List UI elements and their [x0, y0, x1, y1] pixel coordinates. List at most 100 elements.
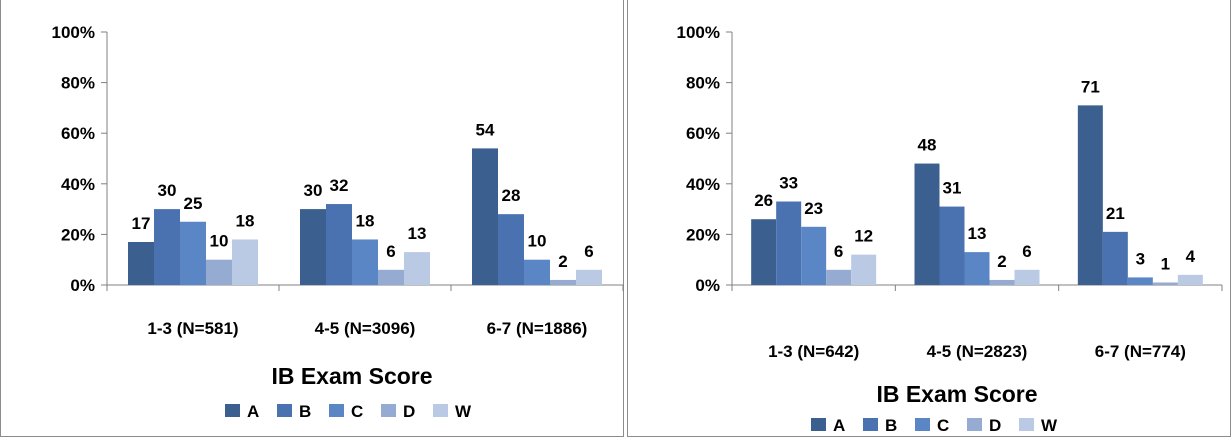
legend-swatch-d [967, 418, 982, 431]
data-label: 28 [502, 186, 521, 205]
bar-c [964, 252, 990, 285]
data-label: 12 [854, 227, 873, 246]
bar-d [989, 279, 1015, 285]
legend-swatch-d [381, 404, 396, 417]
data-label: 54 [476, 120, 495, 139]
bar-a [472, 148, 498, 285]
bar-b [776, 201, 802, 285]
bar-c [801, 226, 827, 285]
legend-label-d: D [403, 402, 415, 421]
x-category-label: 6-7 (N=774) [1095, 342, 1186, 361]
bar-w [576, 269, 602, 285]
data-label: 1 [1161, 254, 1170, 273]
x-axis-title: IB Exam Score [271, 363, 432, 389]
bar-b [154, 209, 180, 285]
data-label: 2 [997, 252, 1006, 271]
data-label: 71 [1081, 77, 1100, 96]
data-label: 31 [943, 179, 962, 198]
bar-chart-left: 0% 20% 40% 60% 80% 100% 17 30 25 10 18 1-3 (N=581) 3… [52, 23, 624, 421]
legend-label-c: C [351, 402, 363, 421]
data-label: 48 [918, 136, 937, 155]
y-tick-label: 100% [52, 23, 95, 42]
y-tick-label: 60% [686, 124, 720, 143]
data-label: 6 [834, 242, 843, 261]
bar-w [232, 239, 258, 285]
data-label: 4 [1186, 247, 1196, 266]
y-tick-label: 100% [677, 23, 720, 42]
data-label: 6 [1022, 242, 1031, 261]
legend-label-d: D [989, 416, 1001, 435]
bar-b [939, 206, 965, 285]
bar-a [914, 163, 940, 285]
bar-d [378, 269, 404, 285]
x-category-label: 4-5 (N=3096) [315, 319, 416, 338]
legend-label-a: A [833, 416, 845, 435]
legend-swatch-w [1019, 418, 1034, 431]
x-category-label: 6-7 (N=1886) [487, 319, 588, 338]
data-label: 17 [132, 214, 151, 233]
y-tick-label: 20% [61, 225, 95, 244]
x-category-label: 4-5 (N=2823) [927, 342, 1028, 361]
bar-w [1177, 274, 1203, 285]
data-label: 3 [1136, 249, 1145, 268]
bar-d [1152, 282, 1178, 285]
data-label: 23 [804, 199, 823, 218]
data-label: 6 [386, 242, 395, 261]
bar-c [180, 221, 206, 285]
data-label: 2 [558, 252, 567, 271]
legend-label-w: W [455, 402, 472, 421]
bar-b [326, 204, 352, 285]
legend-label-a: A [247, 402, 259, 421]
data-label: 13 [968, 224, 987, 243]
y-tick-label: 20% [686, 225, 720, 244]
y-tick-label: 0% [695, 276, 720, 295]
y-tick-label: 80% [61, 74, 95, 93]
x-axis-title: IB Exam Score [876, 381, 1037, 407]
bar-d [826, 269, 852, 285]
bar-a [1077, 105, 1103, 286]
data-label: 18 [356, 211, 375, 230]
x-category-label: 1-3 (N=642) [768, 342, 859, 361]
bar-c [352, 239, 378, 285]
bar-b [498, 214, 524, 285]
data-label: 6 [584, 242, 593, 261]
y-tick-label: 80% [686, 74, 720, 93]
bar-a [300, 209, 326, 285]
chart-panel-left: 0% 20% 40% 60% 80% 100% 17 30 25 10 18 1-3 (N=581) 3… [0, 0, 624, 437]
bar-c [1127, 277, 1153, 285]
legend-label-c: C [937, 416, 949, 435]
data-label: 26 [754, 191, 773, 210]
data-label: 18 [236, 211, 255, 230]
legend-swatch-b [277, 404, 292, 417]
data-label: 25 [184, 194, 203, 213]
legend-label-b: B [299, 402, 311, 421]
legend-swatch-c [329, 404, 344, 417]
data-label: 33 [779, 174, 798, 193]
chart-panel-right: 0% 20% 40% 60% 80% 100% 26 33 23 6 12 1-3 (N=642) 48… [627, 0, 1231, 437]
bar-a [751, 219, 777, 285]
legend-label-b: B [885, 416, 897, 435]
data-label: 13 [408, 224, 427, 243]
y-tick-label: 0% [70, 276, 95, 295]
y-tick-label: 40% [686, 175, 720, 194]
bar-d [550, 279, 576, 285]
data-label: 21 [1106, 204, 1125, 223]
legend-swatch-a [225, 404, 240, 417]
y-tick-label: 60% [61, 124, 95, 143]
y-tick-label: 40% [61, 175, 95, 194]
legend-swatch-c [915, 418, 930, 431]
data-label: 30 [158, 181, 177, 200]
bar-d [206, 259, 232, 285]
legend-label-w: W [1041, 416, 1058, 435]
data-label: 10 [528, 232, 547, 251]
bar-w [404, 252, 430, 285]
data-label: 30 [304, 181, 323, 200]
bar-b [1102, 231, 1128, 285]
legend-swatch-w [433, 404, 448, 417]
data-label: 32 [330, 176, 349, 195]
legend-swatch-a [811, 418, 826, 431]
bar-a [128, 241, 154, 285]
legend-swatch-b [863, 418, 878, 431]
bar-w [1014, 269, 1040, 285]
